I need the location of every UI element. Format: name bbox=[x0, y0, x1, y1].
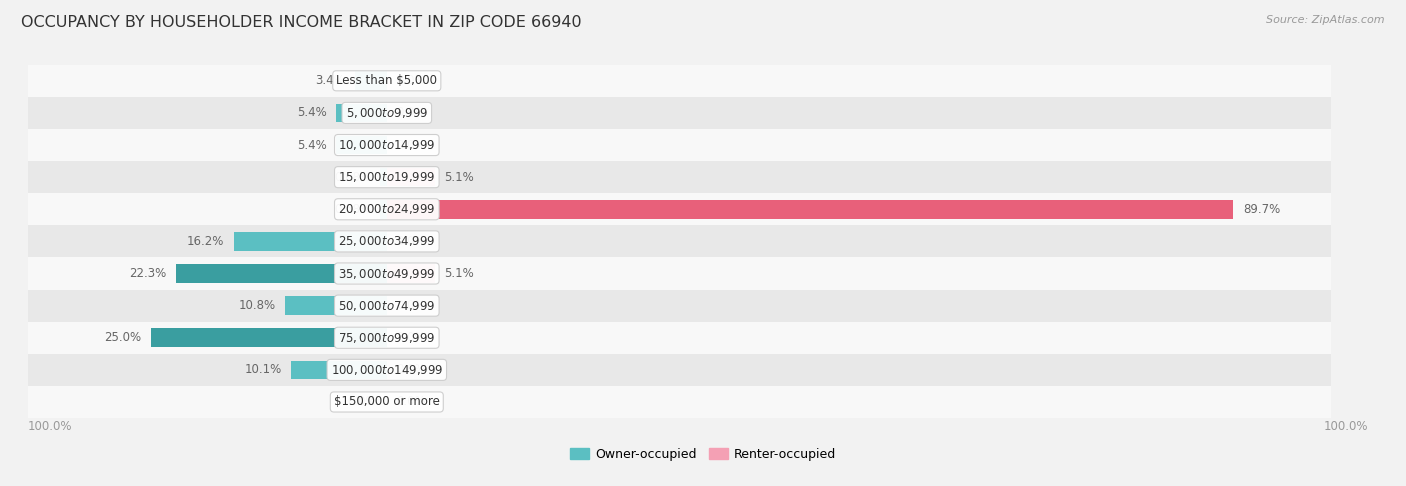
Bar bbox=[0, 226, 1330, 258]
Text: $50,000 to $74,999: $50,000 to $74,999 bbox=[337, 298, 436, 312]
Text: 0.68%: 0.68% bbox=[333, 203, 371, 216]
Text: $35,000 to $49,999: $35,000 to $49,999 bbox=[337, 266, 436, 280]
Text: 0.0%: 0.0% bbox=[396, 235, 426, 248]
Text: 0.0%: 0.0% bbox=[396, 364, 426, 376]
Bar bbox=[336, 136, 387, 155]
Text: 22.3%: 22.3% bbox=[129, 267, 167, 280]
Bar bbox=[336, 104, 387, 122]
Text: $100,000 to $149,999: $100,000 to $149,999 bbox=[330, 363, 443, 377]
Bar bbox=[285, 296, 387, 315]
Text: 16.2%: 16.2% bbox=[187, 235, 225, 248]
Text: $150,000 or more: $150,000 or more bbox=[333, 396, 440, 409]
Text: 0.0%: 0.0% bbox=[396, 299, 426, 312]
Text: 3.4%: 3.4% bbox=[315, 74, 346, 87]
Text: 0.0%: 0.0% bbox=[396, 396, 426, 409]
Text: OCCUPANCY BY HOUSEHOLDER INCOME BRACKET IN ZIP CODE 66940: OCCUPANCY BY HOUSEHOLDER INCOME BRACKET … bbox=[21, 15, 582, 30]
Bar bbox=[0, 193, 1330, 226]
Bar bbox=[381, 200, 387, 219]
Bar bbox=[0, 258, 1330, 290]
Text: 5.1%: 5.1% bbox=[444, 267, 474, 280]
Bar bbox=[387, 168, 434, 187]
Bar bbox=[291, 361, 387, 379]
Bar bbox=[381, 168, 387, 187]
Text: 5.1%: 5.1% bbox=[444, 171, 474, 184]
Text: $75,000 to $99,999: $75,000 to $99,999 bbox=[337, 331, 436, 345]
Bar bbox=[233, 232, 387, 251]
Bar bbox=[354, 71, 387, 90]
Legend: Owner-occupied, Renter-occupied: Owner-occupied, Renter-occupied bbox=[565, 443, 841, 466]
Bar bbox=[0, 65, 1330, 97]
Text: 0.0%: 0.0% bbox=[396, 139, 426, 152]
Bar bbox=[0, 386, 1330, 418]
Text: 89.7%: 89.7% bbox=[1243, 203, 1279, 216]
Bar bbox=[387, 264, 434, 283]
Text: 0.0%: 0.0% bbox=[396, 331, 426, 344]
Text: $25,000 to $34,999: $25,000 to $34,999 bbox=[337, 234, 436, 248]
Text: 10.8%: 10.8% bbox=[238, 299, 276, 312]
Text: 0.0%: 0.0% bbox=[396, 106, 426, 120]
Bar bbox=[0, 161, 1330, 193]
Bar bbox=[176, 264, 387, 283]
Bar bbox=[0, 290, 1330, 322]
Bar bbox=[0, 322, 1330, 354]
Text: 0.0%: 0.0% bbox=[396, 74, 426, 87]
Text: Source: ZipAtlas.com: Source: ZipAtlas.com bbox=[1267, 15, 1385, 25]
Text: 5.4%: 5.4% bbox=[297, 139, 326, 152]
Text: 10.1%: 10.1% bbox=[245, 364, 283, 376]
Text: Less than $5,000: Less than $5,000 bbox=[336, 74, 437, 87]
Text: $20,000 to $24,999: $20,000 to $24,999 bbox=[337, 202, 436, 216]
Text: $15,000 to $19,999: $15,000 to $19,999 bbox=[337, 170, 436, 184]
Text: 100.0%: 100.0% bbox=[1324, 419, 1368, 433]
Text: 0.0%: 0.0% bbox=[347, 396, 377, 409]
Bar bbox=[0, 97, 1330, 129]
Bar bbox=[387, 200, 1233, 219]
Text: 5.4%: 5.4% bbox=[297, 106, 326, 120]
Text: 100.0%: 100.0% bbox=[28, 419, 73, 433]
Bar bbox=[0, 129, 1330, 161]
Bar bbox=[150, 329, 387, 347]
Text: 0.68%: 0.68% bbox=[333, 171, 371, 184]
Text: 25.0%: 25.0% bbox=[104, 331, 142, 344]
Text: $5,000 to $9,999: $5,000 to $9,999 bbox=[346, 106, 427, 120]
Bar bbox=[0, 354, 1330, 386]
Text: $10,000 to $14,999: $10,000 to $14,999 bbox=[337, 138, 436, 152]
